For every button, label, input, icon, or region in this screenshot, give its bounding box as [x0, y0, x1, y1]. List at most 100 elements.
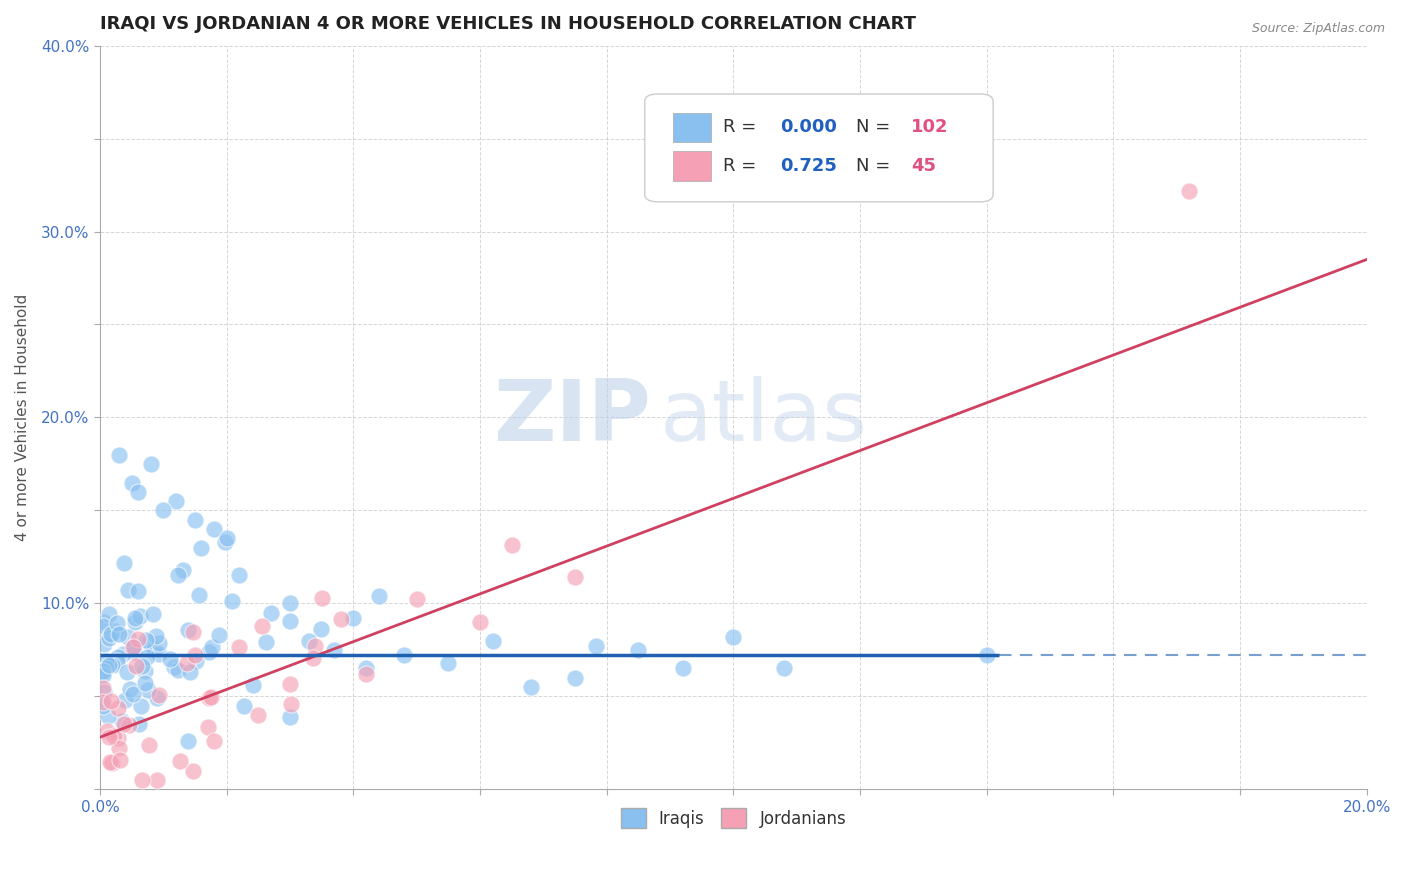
Point [197, 645, 219, 659]
Point [202, 522, 225, 536]
Point [145, 772, 167, 787]
Point [105, 615, 128, 630]
Point [91, 695, 114, 709]
Point [176, 733, 198, 747]
Point [208, 628, 231, 642]
Point [128, 717, 150, 731]
Point [120, 681, 142, 696]
Point [585, 639, 607, 653]
Point [91, 664, 114, 678]
Point [136, 682, 159, 697]
Point [97, 632, 120, 646]
Point [127, 584, 149, 599]
Point [501, 538, 523, 552]
Text: N =: N = [856, 157, 890, 175]
Text: R =: R = [723, 157, 756, 175]
Text: ZIP: ZIP [494, 376, 651, 459]
Point [118, 718, 141, 732]
Point [128, 609, 150, 624]
Point [131, 659, 153, 673]
Point [329, 611, 352, 625]
Point [122, 640, 145, 654]
Point [122, 645, 145, 659]
Point [103, 730, 125, 744]
Point [148, 636, 170, 650]
Point [723, 630, 745, 644]
Point [114, 693, 136, 707]
Point [143, 642, 166, 657]
Point [481, 633, 503, 648]
Point [165, 494, 187, 508]
Point [134, 664, 156, 678]
Text: 102: 102 [911, 119, 948, 136]
Point [108, 448, 131, 462]
Point [112, 557, 135, 571]
Point [91, 668, 114, 682]
Point [187, 588, 209, 602]
Point [166, 567, 188, 582]
Point [108, 753, 131, 767]
Point [177, 623, 200, 637]
Point [105, 654, 128, 668]
Point [135, 649, 157, 664]
Point [138, 635, 160, 649]
Point [112, 647, 135, 661]
Point [107, 731, 129, 745]
Point [976, 648, 998, 663]
Point [107, 700, 129, 714]
Point [139, 457, 162, 471]
Point [254, 635, 277, 649]
Point [115, 665, 138, 680]
Point [131, 699, 153, 714]
Text: 0.725: 0.725 [780, 157, 837, 175]
Point [198, 691, 221, 706]
Point [100, 756, 122, 770]
Point [91, 664, 114, 678]
Y-axis label: 4 or more Vehicles in Household: 4 or more Vehicles in Household [15, 293, 30, 541]
Point [354, 667, 377, 681]
Point [228, 640, 250, 655]
Point [111, 714, 134, 729]
Point [148, 688, 170, 702]
Point [145, 629, 167, 643]
Point [117, 583, 139, 598]
Point [278, 710, 301, 724]
Point [190, 541, 212, 555]
Point [250, 619, 273, 633]
Point [672, 661, 695, 675]
Point [135, 632, 157, 647]
Point [176, 657, 198, 671]
Point [186, 654, 208, 668]
Point [302, 651, 325, 665]
Point [564, 569, 586, 583]
Point [278, 677, 301, 691]
Point [354, 661, 377, 675]
Point [260, 606, 283, 620]
Point [221, 594, 243, 608]
Point [117, 630, 139, 644]
Point [104, 624, 127, 638]
Text: Source: ZipAtlas.com: Source: ZipAtlas.com [1251, 22, 1385, 36]
Point [96, 661, 118, 675]
Point [627, 642, 650, 657]
Text: R =: R = [723, 119, 756, 136]
Point [181, 624, 204, 639]
FancyBboxPatch shape [645, 94, 993, 202]
Point [93, 615, 115, 630]
Point [134, 676, 156, 690]
Point [148, 648, 170, 662]
Point [124, 615, 146, 629]
Point [181, 764, 204, 778]
Point [142, 607, 165, 621]
Point [311, 591, 333, 605]
Point [179, 665, 201, 680]
Point [172, 563, 194, 577]
Point [98, 607, 121, 621]
Point [167, 663, 190, 677]
Point [108, 627, 131, 641]
Point [131, 772, 153, 787]
Point [405, 592, 427, 607]
Point [93, 637, 115, 651]
Point [392, 648, 415, 663]
Point [103, 657, 125, 672]
